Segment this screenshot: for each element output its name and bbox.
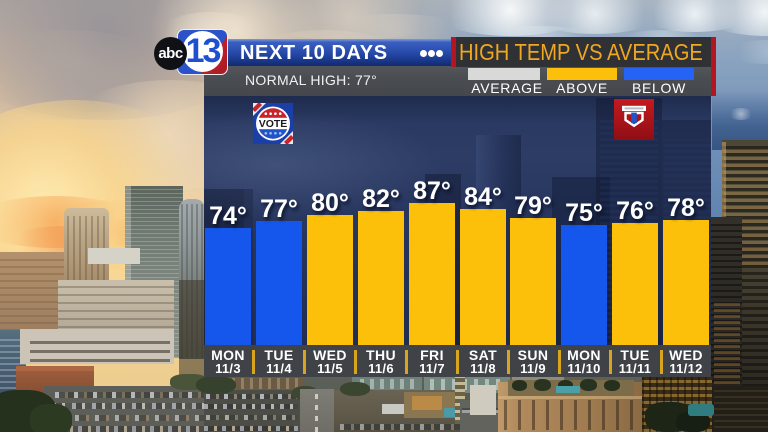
svg-text:VOTE: VOTE xyxy=(259,118,288,130)
